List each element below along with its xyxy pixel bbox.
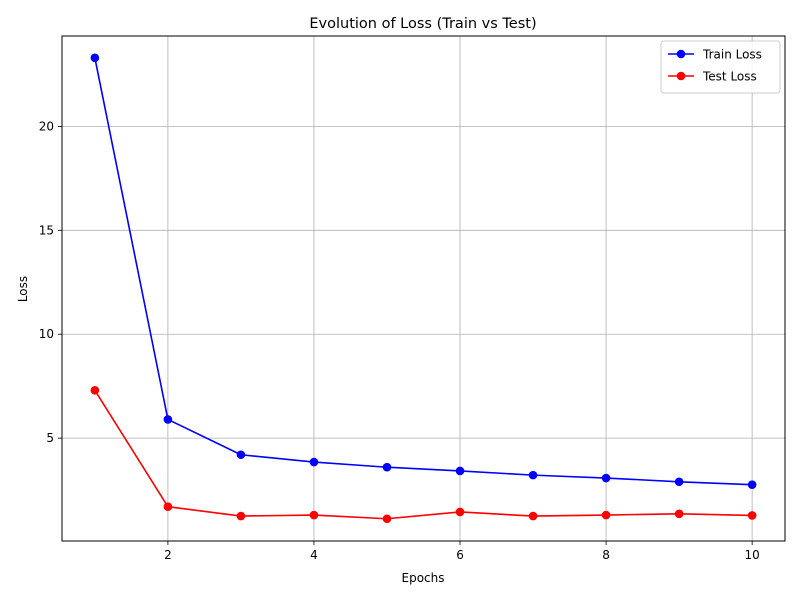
y-axis-label: Loss <box>16 276 30 302</box>
x-tick-label: 4 <box>310 548 318 562</box>
x-tick-label: 10 <box>744 548 759 562</box>
train-loss-series <box>90 53 757 489</box>
train-loss-point <box>309 457 319 467</box>
test-loss-point <box>163 502 173 512</box>
test-loss-point <box>382 514 392 524</box>
legend-marker <box>676 71 686 81</box>
legend-marker <box>676 49 686 59</box>
y-tick-label: 5 <box>46 431 54 445</box>
test-loss-series <box>90 386 757 524</box>
x-tick-label: 6 <box>456 548 464 562</box>
y-tick-label: 20 <box>39 119 54 133</box>
test-loss-point <box>455 507 465 517</box>
data-series <box>90 53 757 524</box>
plot-area-frame <box>61 35 786 542</box>
test-loss-line <box>94 389 753 520</box>
train-loss-point <box>747 480 757 489</box>
legend-label: Train Loss <box>702 48 762 62</box>
axis-ticks: 2 4 6 8 10 5 10 15 20 <box>39 119 760 562</box>
test-loss-point <box>528 511 538 521</box>
train-loss-point <box>163 415 173 424</box>
train-loss-point <box>455 466 465 476</box>
legend-label: Test Loss <box>702 70 757 84</box>
train-loss-point <box>528 470 538 480</box>
chart-legend: Train Loss Test Loss <box>660 40 781 94</box>
test-loss-point <box>236 511 246 521</box>
y-tick-label: 10 <box>39 327 54 341</box>
test-loss-point <box>90 386 100 395</box>
legend-item-test-loss: Test Loss <box>668 70 757 84</box>
test-loss-point <box>601 510 611 520</box>
test-loss-point <box>674 509 684 519</box>
train-loss-point <box>236 450 246 460</box>
test-loss-point <box>747 511 757 520</box>
test-loss-point <box>309 510 319 520</box>
grid-lines <box>62 36 785 541</box>
train-loss-line <box>94 57 753 486</box>
train-loss-point <box>674 477 684 487</box>
x-tick-label: 8 <box>602 548 610 562</box>
chart-title: Evolution of Loss (Train vs Test) <box>309 16 536 32</box>
y-tick-label: 15 <box>39 223 54 237</box>
x-axis-label: Epochs <box>402 571 445 585</box>
x-tick-label: 2 <box>164 548 172 562</box>
train-loss-point <box>382 462 392 472</box>
train-loss-point <box>90 53 100 63</box>
train-loss-point <box>601 473 611 483</box>
legend-item-train-loss: Train Loss <box>668 48 762 62</box>
